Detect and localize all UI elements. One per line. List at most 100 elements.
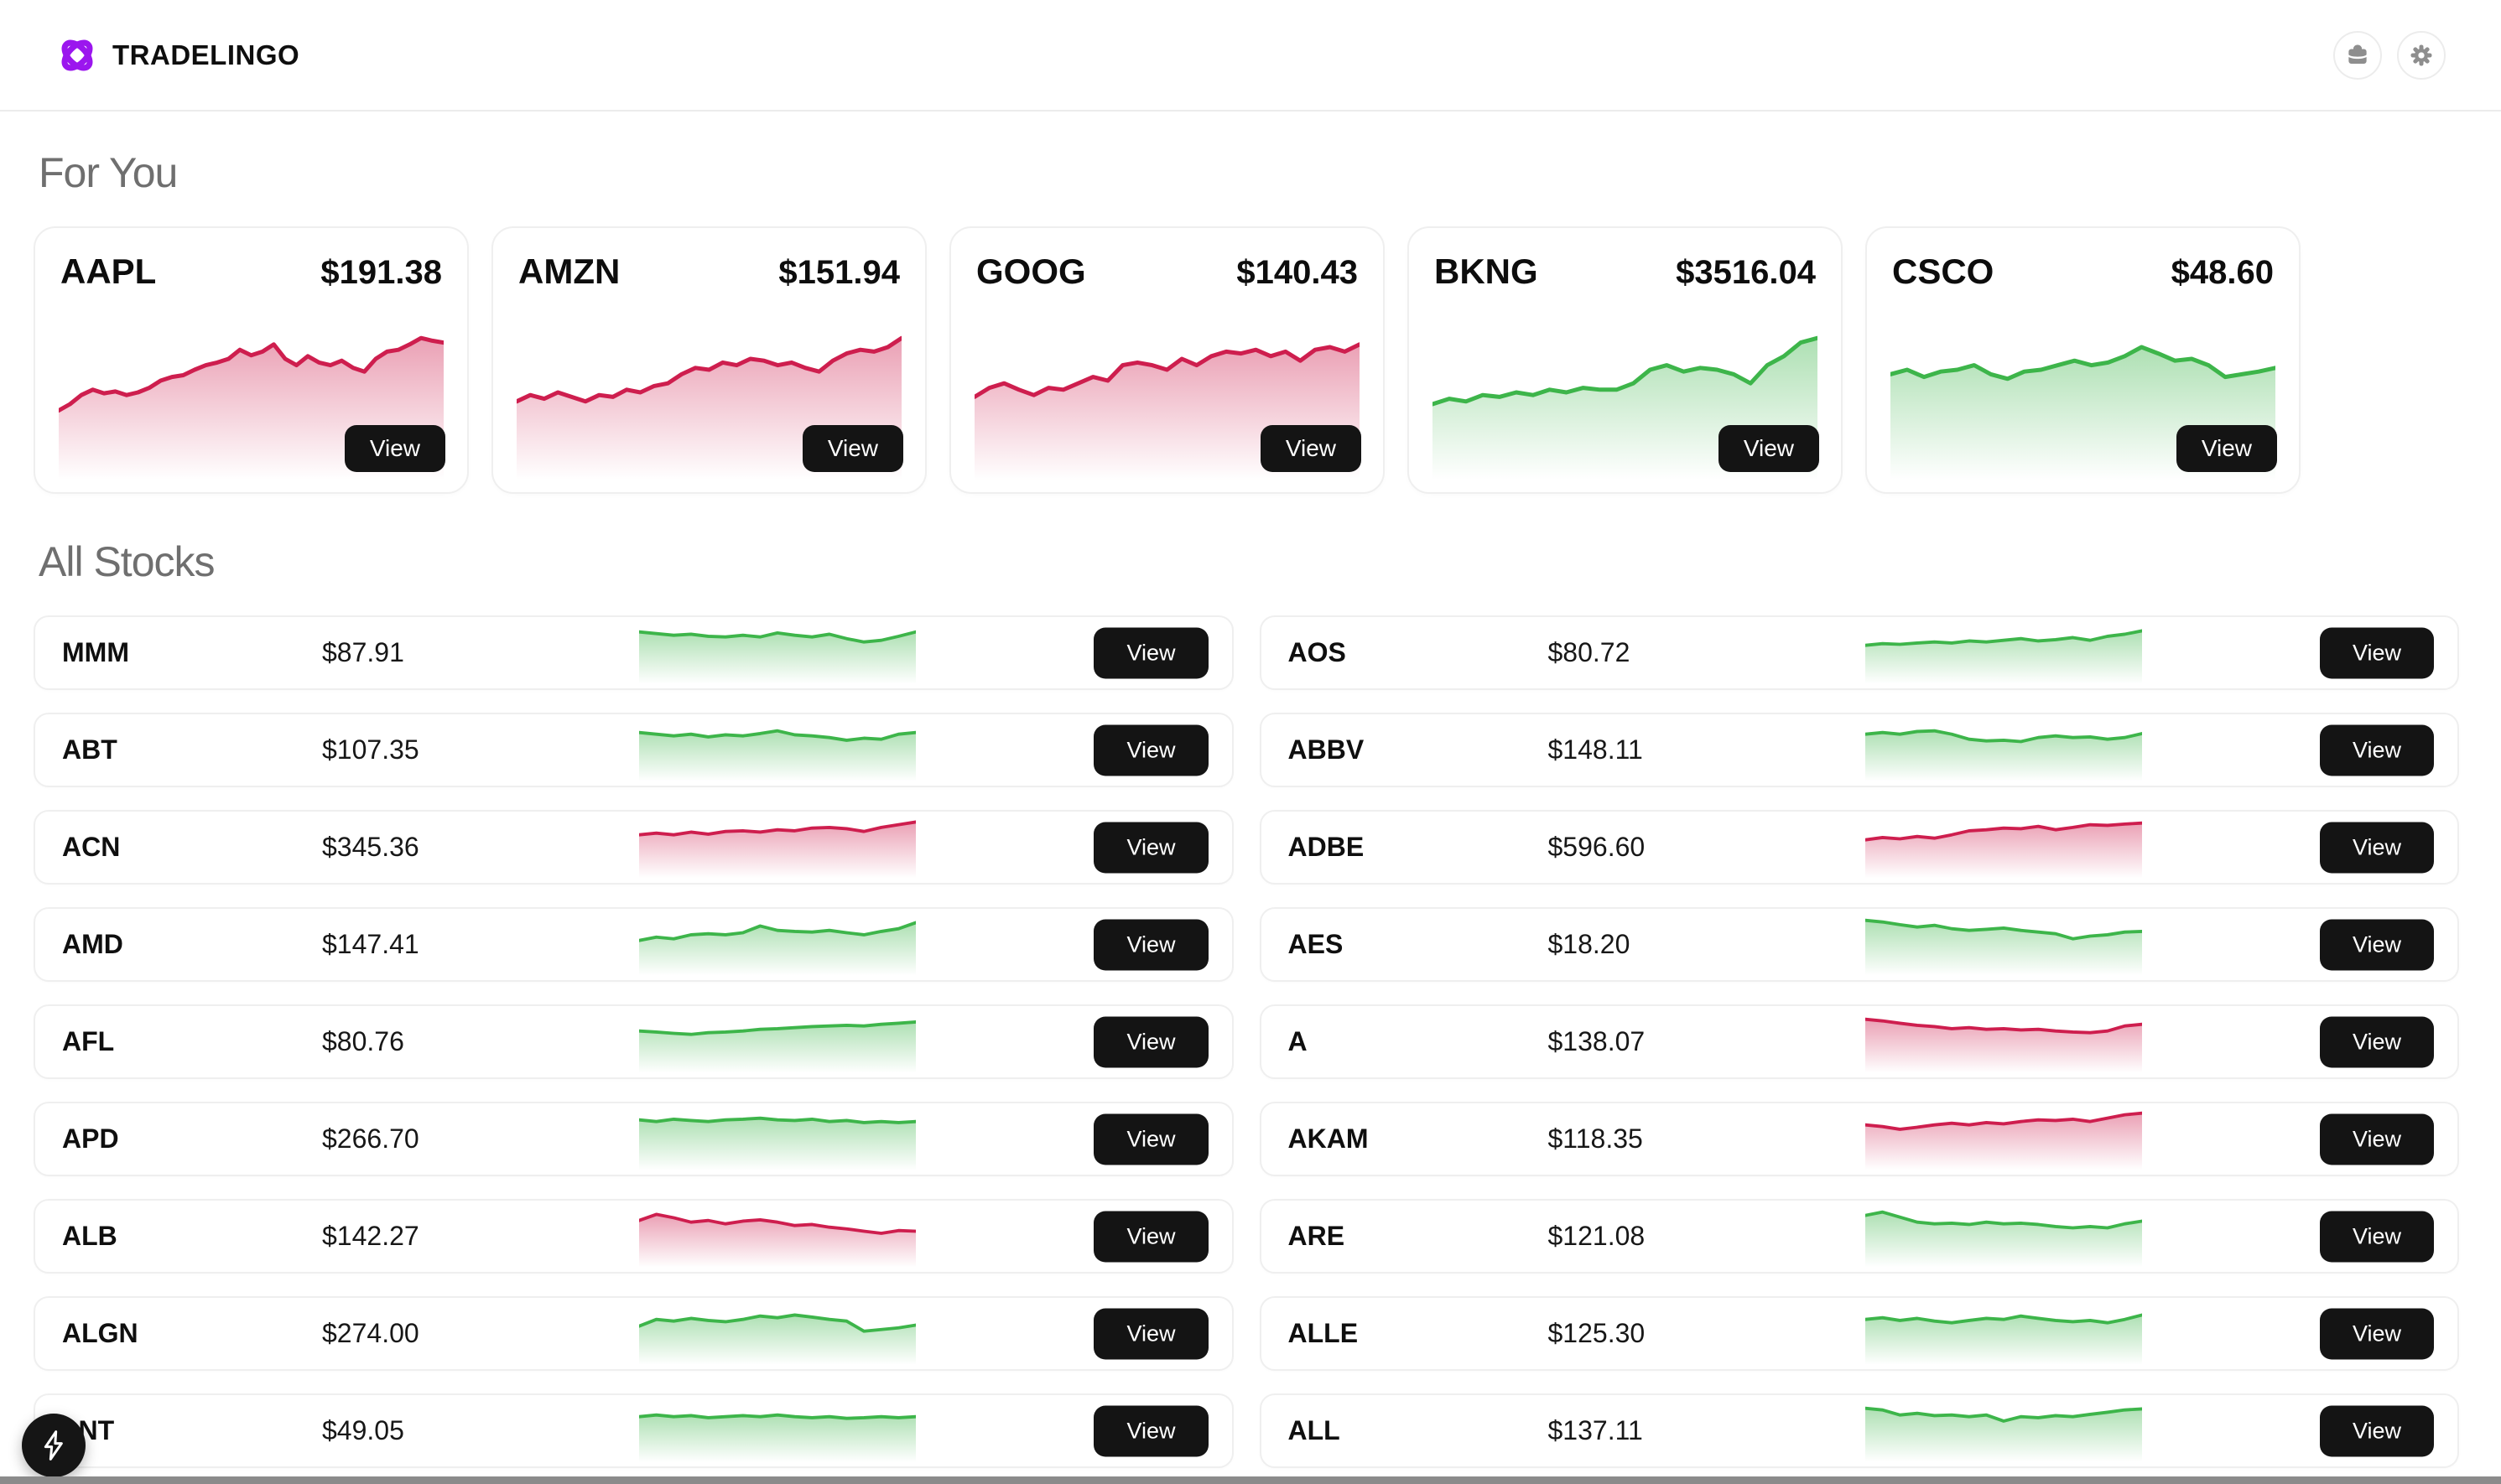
sparkline-chart [637, 1395, 918, 1466]
sparkline-chart [637, 1006, 918, 1077]
stock-ticker: AMD [62, 929, 123, 959]
view-button[interactable]: View [1094, 822, 1209, 873]
all-stocks-grid: MMM $87.91 View AOS $80.72 View ABT $107… [34, 615, 2459, 1468]
view-button[interactable]: View [2319, 1016, 2434, 1067]
featured-card-header: CSCO $48.60 [1867, 228, 2299, 292]
sparkline-chart [637, 1201, 918, 1272]
stock-ticker: ALL [1287, 1415, 1340, 1445]
stock-row: APD $266.70 View [34, 1102, 1234, 1176]
view-button[interactable]: View [1094, 1211, 1209, 1262]
stock-ticker: ARE [1287, 1221, 1345, 1251]
settings-button[interactable] [2397, 30, 2446, 80]
view-button[interactable]: View [2319, 919, 2434, 970]
view-button[interactable]: View [344, 425, 445, 472]
stock-price: $191.38 [320, 254, 442, 291]
stock-row: LNT $49.05 View [34, 1393, 1234, 1468]
view-button[interactable]: View [1094, 627, 1209, 678]
featured-card: AMZN $151.94 View [491, 226, 927, 494]
sparkline-chart [637, 909, 918, 980]
stock-price: $87.91 [322, 637, 404, 667]
stock-price: $147.41 [322, 929, 419, 959]
quick-actions-fab[interactable] [22, 1414, 86, 1477]
stock-price: $48.60 [2171, 254, 2274, 291]
featured-card: CSCO $48.60 View [1865, 226, 2301, 494]
featured-card: GOOG $140.43 View [949, 226, 1385, 494]
bottom-bar [0, 1476, 2501, 1484]
stock-price: $274.00 [322, 1318, 419, 1348]
stock-row: AKAM $118.35 View [1259, 1102, 2459, 1176]
featured-card-header: AMZN $151.94 [493, 228, 925, 292]
view-button[interactable]: View [1094, 1113, 1209, 1165]
view-button[interactable]: View [2319, 1405, 2434, 1456]
featured-card-header: BKNG $3516.04 [1409, 228, 1841, 292]
stock-row: AES $18.20 View [1259, 907, 2459, 982]
stock-ticker: LNT [62, 1415, 115, 1445]
stock-price: $3516.04 [1676, 254, 1816, 291]
stock-row: ACN $345.36 View [34, 810, 1234, 885]
view-button[interactable]: View [2176, 425, 2277, 472]
view-button[interactable]: View [1094, 724, 1209, 776]
stock-ticker: AAPL [60, 252, 157, 291]
view-button[interactable]: View [1094, 919, 1209, 970]
stock-ticker: GOOG [976, 252, 1086, 291]
stock-price: $118.35 [1547, 1123, 1643, 1154]
stock-ticker: A [1287, 1026, 1308, 1056]
sparkline-chart [1863, 714, 2144, 786]
view-button[interactable]: View [1094, 1016, 1209, 1067]
stock-ticker: AOS [1287, 637, 1346, 667]
stock-price: $18.20 [1547, 929, 1630, 959]
stock-price: $142.27 [322, 1221, 419, 1251]
stock-row: A $138.07 View [1259, 1004, 2459, 1079]
stock-price: $125.30 [1547, 1318, 1646, 1348]
sparkline-chart [1863, 812, 2144, 883]
stock-ticker: ALGN [62, 1318, 138, 1348]
stock-ticker: AMZN [518, 252, 621, 291]
stock-ticker: ALLE [1287, 1318, 1359, 1348]
sparkline-chart [637, 1298, 918, 1369]
stock-ticker: ACN [62, 832, 121, 862]
sparkline-chart [1863, 617, 2144, 688]
stock-row: ABBV $148.11 View [1259, 713, 2459, 787]
view-button[interactable]: View [2319, 724, 2434, 776]
sparkline-chart [1863, 909, 2144, 980]
featured-card: AAPL $191.38 View [34, 226, 469, 494]
view-button[interactable]: View [1718, 425, 1819, 472]
stock-ticker: APD [62, 1123, 119, 1154]
view-button[interactable]: View [2319, 1211, 2434, 1262]
stock-row: ALL $137.11 View [1259, 1393, 2459, 1468]
stock-price: $345.36 [322, 832, 419, 862]
stock-row: AFL $80.76 View [34, 1004, 1234, 1079]
stock-ticker: ADBE [1287, 832, 1365, 862]
stock-price: $137.11 [1547, 1415, 1643, 1445]
view-button[interactable]: View [1260, 425, 1361, 472]
view-button[interactable]: View [2319, 1308, 2434, 1359]
sparkline-chart [1863, 1103, 2144, 1175]
app-header: TRADELINGO [0, 0, 2501, 112]
stock-price: $121.08 [1547, 1221, 1646, 1251]
view-button[interactable]: View [1094, 1405, 1209, 1456]
section-title-all-stocks: All Stocks [39, 538, 216, 585]
stock-price: $148.11 [1547, 734, 1643, 765]
stock-price: $80.76 [322, 1026, 404, 1056]
view-button[interactable]: View [2319, 822, 2434, 873]
sparkline-chart [637, 812, 918, 883]
sparkline-chart [1863, 1201, 2144, 1272]
view-button[interactable]: View [2319, 1113, 2434, 1165]
brand: TRADELINGO [55, 34, 299, 77]
stock-price: $596.60 [1547, 832, 1646, 862]
view-button[interactable]: View [2319, 627, 2434, 678]
sparkline-chart [637, 714, 918, 786]
stock-ticker: MMM [62, 637, 129, 667]
sparkline-chart [1863, 1006, 2144, 1077]
stock-ticker: ABT [62, 734, 117, 765]
sparkline-chart [637, 1103, 918, 1175]
portfolio-button[interactable] [2333, 30, 2382, 80]
stock-row: MMM $87.91 View [34, 615, 1234, 690]
view-button[interactable]: View [802, 425, 903, 472]
stock-row: ABT $107.35 View [34, 713, 1234, 787]
header-actions [2333, 30, 2446, 80]
stock-ticker: ALB [62, 1221, 117, 1251]
view-button[interactable]: View [1094, 1308, 1209, 1359]
stock-row: AMD $147.41 View [34, 907, 1234, 982]
